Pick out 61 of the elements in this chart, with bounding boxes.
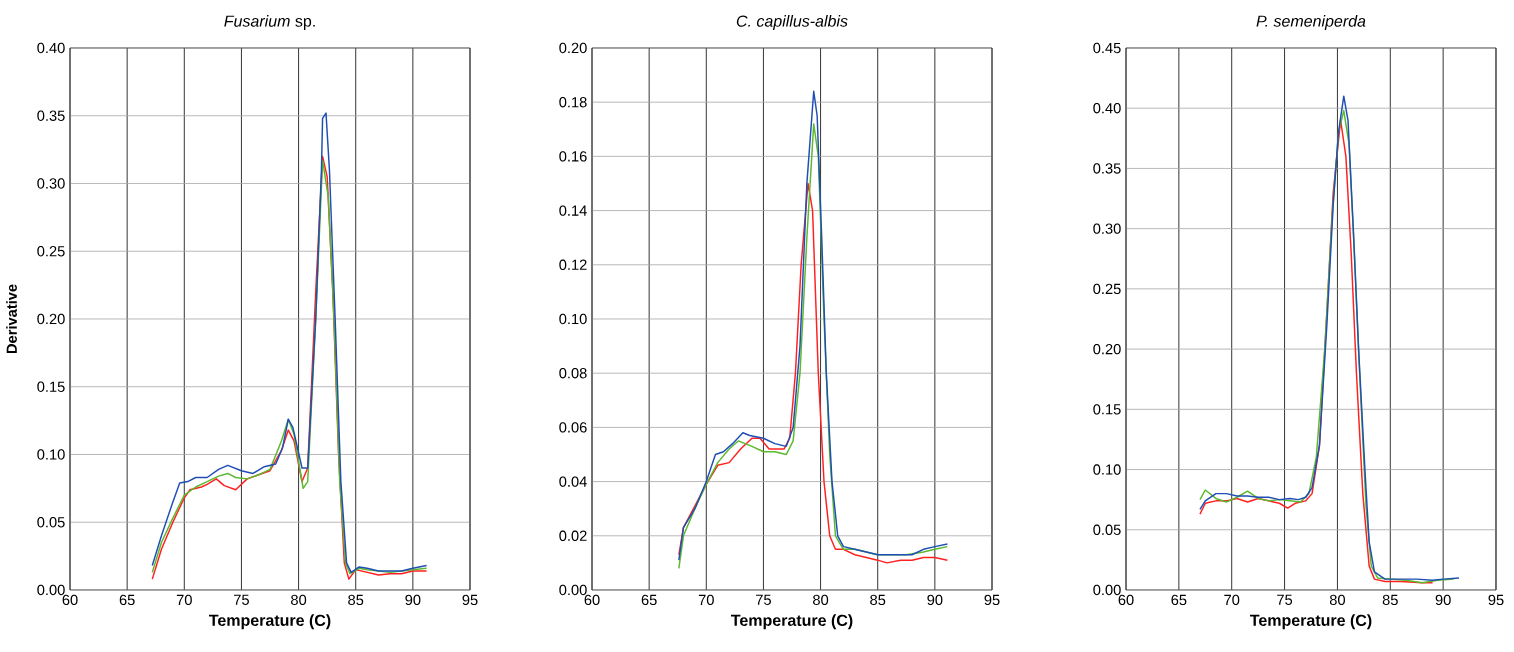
x-tick-label: 95 <box>984 594 1000 606</box>
y-tick-label: 0.15 <box>37 381 65 392</box>
y-tick-label: 0.25 <box>1093 283 1121 295</box>
y-tick-label: 0.40 <box>37 42 65 54</box>
y-tick-label: 0.45 <box>1093 42 1121 54</box>
y-tick-label: 0.35 <box>37 110 65 121</box>
chart-title: Fusarium sp. <box>224 15 315 30</box>
x-tick-label: 80 <box>813 594 829 606</box>
y-axis-title: Derivative <box>6 284 17 354</box>
y-tick-label: 0.30 <box>1093 223 1121 234</box>
y-tick-label: 0.20 <box>559 42 587 54</box>
y-tick-label: 0.16 <box>559 151 587 162</box>
x-tick-label: 75 <box>756 594 771 605</box>
y-tick-label: 0.00 <box>1093 584 1121 596</box>
y-tick-label: 0.10 <box>37 449 65 460</box>
x-tick-label: 60 <box>62 594 78 606</box>
y-tick-label: 0.04 <box>559 476 587 487</box>
x-axis-title: Temperature (C) <box>209 614 331 630</box>
y-tick-label: 0.18 <box>559 97 587 108</box>
x-axis-title: Temperature (C) <box>731 614 853 630</box>
y-tick-label: 0.00 <box>37 584 65 596</box>
x-tick-label: 60 <box>584 594 600 606</box>
chart-title: C. capillus-albis <box>736 15 848 30</box>
y-tick-label: 0.00 <box>559 584 587 596</box>
y-tick-label: 0.02 <box>559 530 587 541</box>
x-tick-label: 80 <box>1329 594 1345 606</box>
y-tick-label: 0.15 <box>1093 404 1121 415</box>
x-tick-label: 70 <box>698 594 714 606</box>
y-tick-label: 0.35 <box>1093 163 1121 174</box>
y-tick-label: 0.25 <box>37 246 65 257</box>
y-tick-label: 0.05 <box>37 517 65 528</box>
x-axis-title: Temperature (C) <box>1250 614 1372 630</box>
y-tick-label: 0.06 <box>559 422 587 433</box>
y-tick-label: 0.20 <box>1093 343 1121 355</box>
x-tick-label: 90 <box>927 594 943 606</box>
x-tick-label: 75 <box>234 594 249 605</box>
y-tick-label: 0.20 <box>37 313 65 325</box>
y-tick-label: 0.10 <box>559 313 587 325</box>
x-tick-label: 85 <box>870 594 886 606</box>
x-tick-label: 90 <box>1435 594 1451 606</box>
x-tick-label: 75 <box>1277 594 1293 605</box>
x-tick-label: 85 <box>1382 594 1398 606</box>
x-tick-label: 65 <box>1171 594 1187 606</box>
chart-title: P. semeniperda <box>1256 15 1366 30</box>
y-tick-label: 0.08 <box>559 368 587 379</box>
x-tick-label: 70 <box>176 594 192 606</box>
x-tick-label: 70 <box>1224 594 1240 606</box>
x-tick-label: 65 <box>119 594 135 606</box>
x-tick-label: 85 <box>348 594 364 606</box>
x-tick-label: 65 <box>641 594 657 606</box>
x-tick-label: 95 <box>1488 594 1504 606</box>
x-tick-label: 80 <box>291 594 307 606</box>
y-tick-label: 0.14 <box>559 205 587 216</box>
x-tick-label: 90 <box>405 594 421 606</box>
y-tick-label: 0.05 <box>1093 524 1121 535</box>
x-tick-label: 95 <box>462 594 478 606</box>
y-tick-label: 0.10 <box>1093 464 1121 475</box>
x-tick-label: 60 <box>1118 594 1134 606</box>
y-tick-label: 0.30 <box>37 178 65 189</box>
y-tick-label: 0.40 <box>1093 103 1121 114</box>
y-tick-label: 0.12 <box>559 259 587 270</box>
